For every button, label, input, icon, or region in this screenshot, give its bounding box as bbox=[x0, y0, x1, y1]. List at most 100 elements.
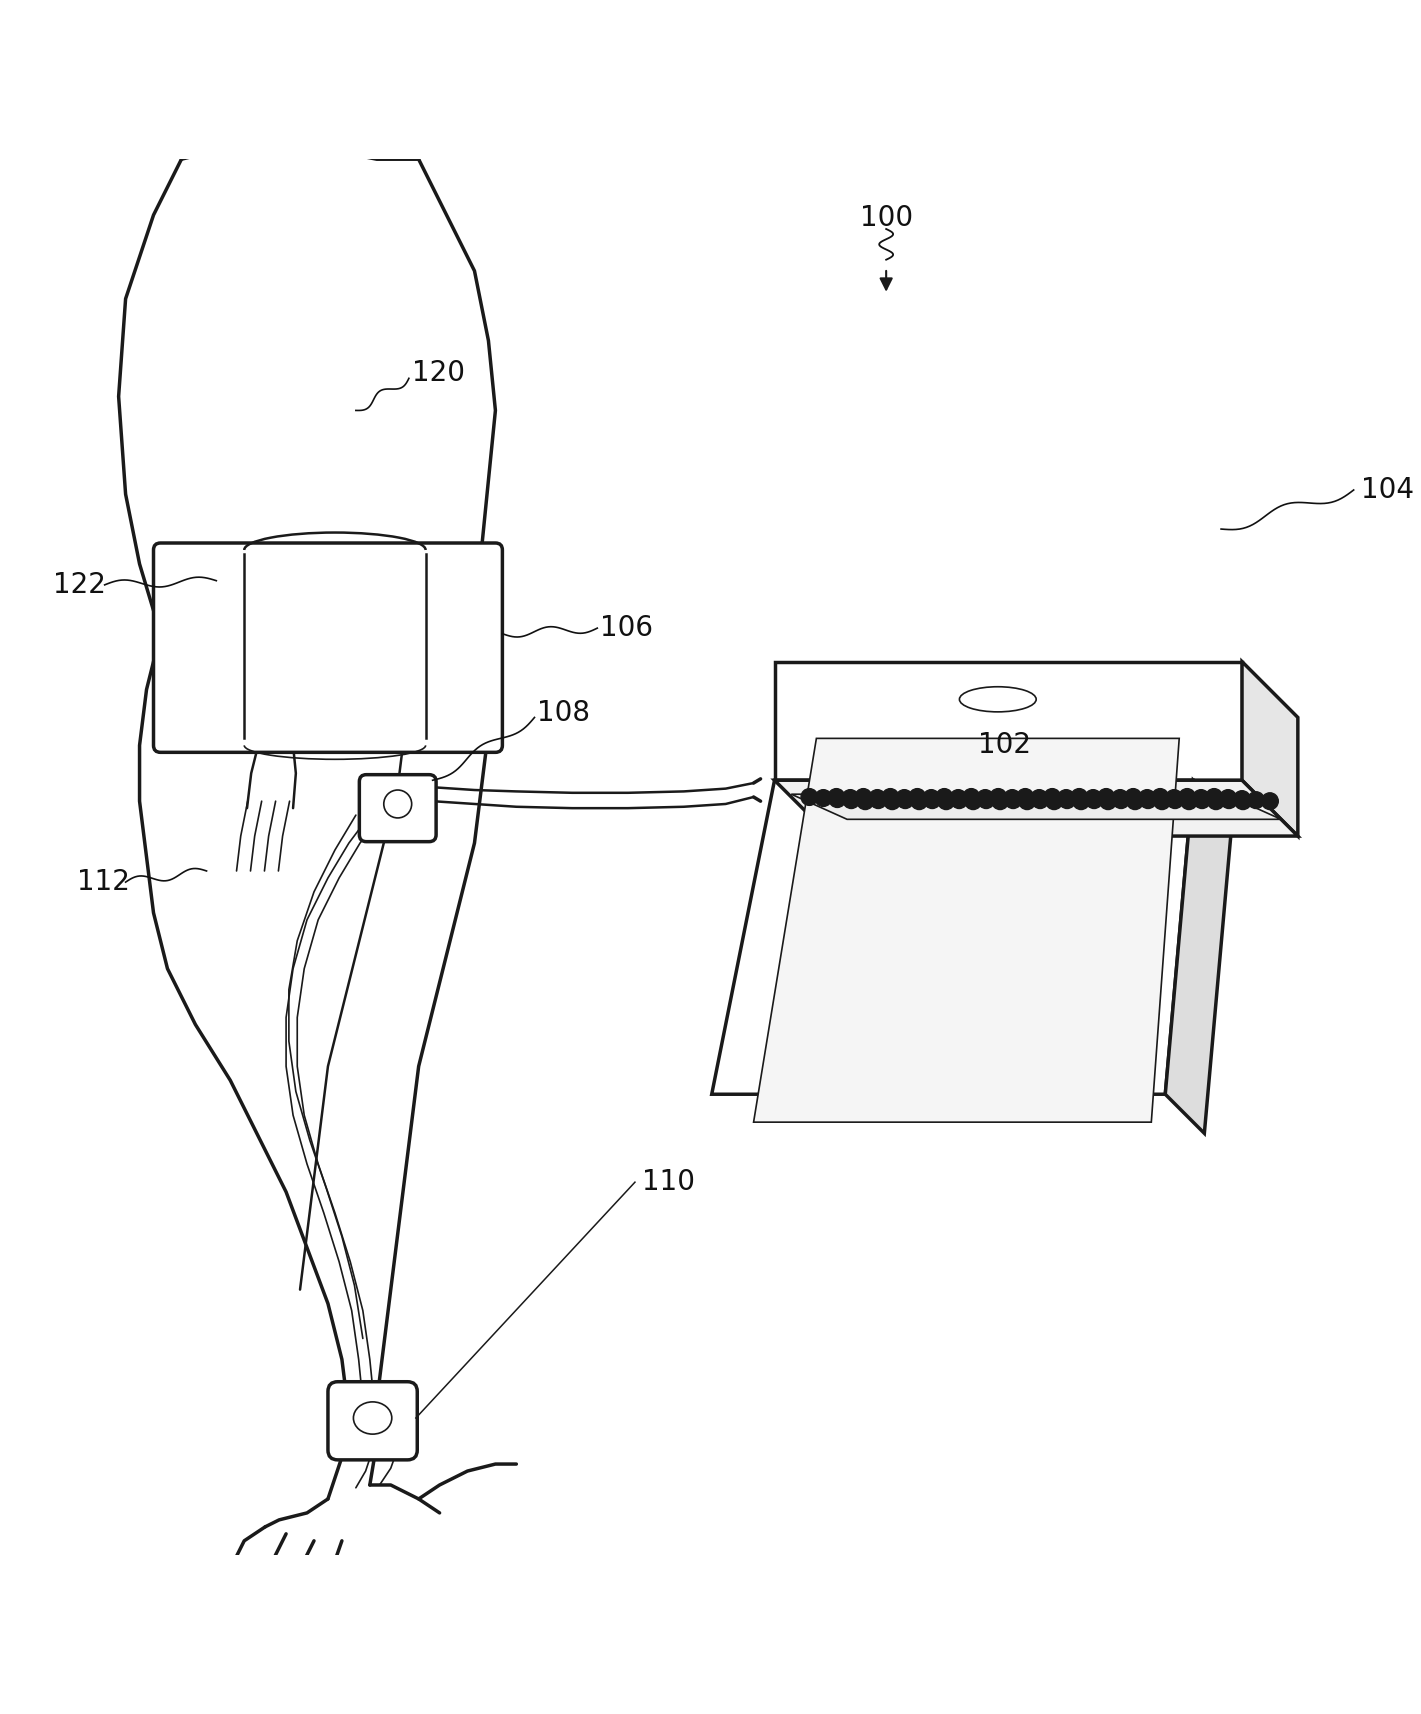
Circle shape bbox=[909, 788, 925, 806]
Circle shape bbox=[1192, 790, 1209, 806]
Circle shape bbox=[895, 790, 912, 806]
Ellipse shape bbox=[959, 687, 1036, 711]
Text: 102: 102 bbox=[978, 732, 1032, 759]
Circle shape bbox=[1071, 788, 1087, 806]
Ellipse shape bbox=[354, 1402, 392, 1435]
Text: 108: 108 bbox=[537, 699, 590, 727]
Circle shape bbox=[855, 788, 871, 806]
Circle shape bbox=[922, 790, 939, 806]
Circle shape bbox=[949, 790, 966, 806]
Circle shape bbox=[976, 790, 993, 806]
Circle shape bbox=[1140, 792, 1157, 809]
Circle shape bbox=[1017, 790, 1034, 807]
Circle shape bbox=[1181, 794, 1198, 809]
Circle shape bbox=[816, 790, 831, 806]
Circle shape bbox=[828, 788, 844, 806]
Circle shape bbox=[1235, 794, 1252, 809]
Circle shape bbox=[938, 794, 955, 809]
Circle shape bbox=[963, 790, 980, 807]
Circle shape bbox=[828, 790, 845, 807]
Polygon shape bbox=[753, 739, 1179, 1123]
Text: 112: 112 bbox=[77, 867, 129, 896]
Circle shape bbox=[1017, 788, 1033, 806]
Circle shape bbox=[951, 792, 968, 809]
Circle shape bbox=[909, 790, 926, 807]
Circle shape bbox=[1233, 790, 1250, 807]
Text: 120: 120 bbox=[412, 358, 465, 387]
Circle shape bbox=[882, 790, 899, 807]
Circle shape bbox=[990, 790, 1007, 807]
Polygon shape bbox=[1165, 780, 1232, 1133]
Circle shape bbox=[1044, 788, 1060, 806]
Circle shape bbox=[1248, 792, 1265, 809]
Circle shape bbox=[857, 794, 874, 809]
Circle shape bbox=[1152, 788, 1168, 806]
Circle shape bbox=[1057, 790, 1074, 806]
Circle shape bbox=[978, 792, 995, 809]
Circle shape bbox=[1032, 792, 1049, 809]
Circle shape bbox=[843, 792, 860, 809]
FancyBboxPatch shape bbox=[328, 1381, 418, 1460]
Circle shape bbox=[1179, 788, 1195, 806]
Circle shape bbox=[1113, 792, 1130, 809]
FancyBboxPatch shape bbox=[153, 543, 503, 752]
Circle shape bbox=[1073, 794, 1090, 809]
Polygon shape bbox=[774, 662, 1242, 780]
Circle shape bbox=[1206, 790, 1223, 807]
Circle shape bbox=[924, 792, 941, 809]
Circle shape bbox=[897, 792, 914, 809]
Polygon shape bbox=[791, 794, 1282, 819]
Circle shape bbox=[1262, 794, 1279, 809]
Circle shape bbox=[870, 792, 887, 809]
Circle shape bbox=[1005, 792, 1022, 809]
Circle shape bbox=[855, 790, 872, 807]
Circle shape bbox=[1167, 792, 1184, 809]
Circle shape bbox=[1208, 794, 1225, 809]
Circle shape bbox=[1003, 790, 1020, 806]
Circle shape bbox=[1154, 794, 1171, 809]
Circle shape bbox=[801, 788, 817, 806]
Circle shape bbox=[1098, 788, 1114, 806]
Circle shape bbox=[936, 790, 953, 807]
Text: 122: 122 bbox=[53, 571, 107, 598]
Circle shape bbox=[1194, 792, 1211, 809]
Circle shape bbox=[1125, 790, 1142, 807]
Circle shape bbox=[882, 788, 898, 806]
Circle shape bbox=[1111, 790, 1128, 806]
Circle shape bbox=[963, 788, 979, 806]
Circle shape bbox=[384, 790, 412, 818]
FancyBboxPatch shape bbox=[360, 775, 436, 842]
Circle shape bbox=[1125, 788, 1141, 806]
Circle shape bbox=[1019, 794, 1036, 809]
Circle shape bbox=[992, 794, 1009, 809]
Polygon shape bbox=[774, 780, 1297, 836]
Circle shape bbox=[965, 794, 982, 809]
Circle shape bbox=[1138, 790, 1155, 806]
Circle shape bbox=[1206, 788, 1222, 806]
Circle shape bbox=[990, 788, 1006, 806]
Circle shape bbox=[1221, 792, 1238, 809]
Circle shape bbox=[1165, 790, 1182, 806]
Circle shape bbox=[1152, 790, 1169, 807]
Circle shape bbox=[936, 788, 952, 806]
Text: 104: 104 bbox=[1361, 476, 1414, 504]
Circle shape bbox=[1100, 794, 1117, 809]
Circle shape bbox=[1044, 790, 1061, 807]
Circle shape bbox=[843, 790, 858, 806]
Text: 110: 110 bbox=[642, 1169, 695, 1196]
Polygon shape bbox=[712, 780, 1194, 1094]
Text: 100: 100 bbox=[860, 204, 912, 231]
Polygon shape bbox=[1242, 662, 1297, 836]
Circle shape bbox=[1179, 790, 1196, 807]
Circle shape bbox=[1219, 790, 1236, 806]
Circle shape bbox=[884, 794, 901, 809]
Circle shape bbox=[1059, 792, 1076, 809]
Circle shape bbox=[1098, 790, 1115, 807]
Circle shape bbox=[911, 794, 928, 809]
Circle shape bbox=[1071, 790, 1088, 807]
Circle shape bbox=[1084, 790, 1101, 806]
Circle shape bbox=[1030, 790, 1047, 806]
Circle shape bbox=[1086, 792, 1103, 809]
Text: 106: 106 bbox=[600, 614, 654, 643]
Circle shape bbox=[1127, 794, 1144, 809]
